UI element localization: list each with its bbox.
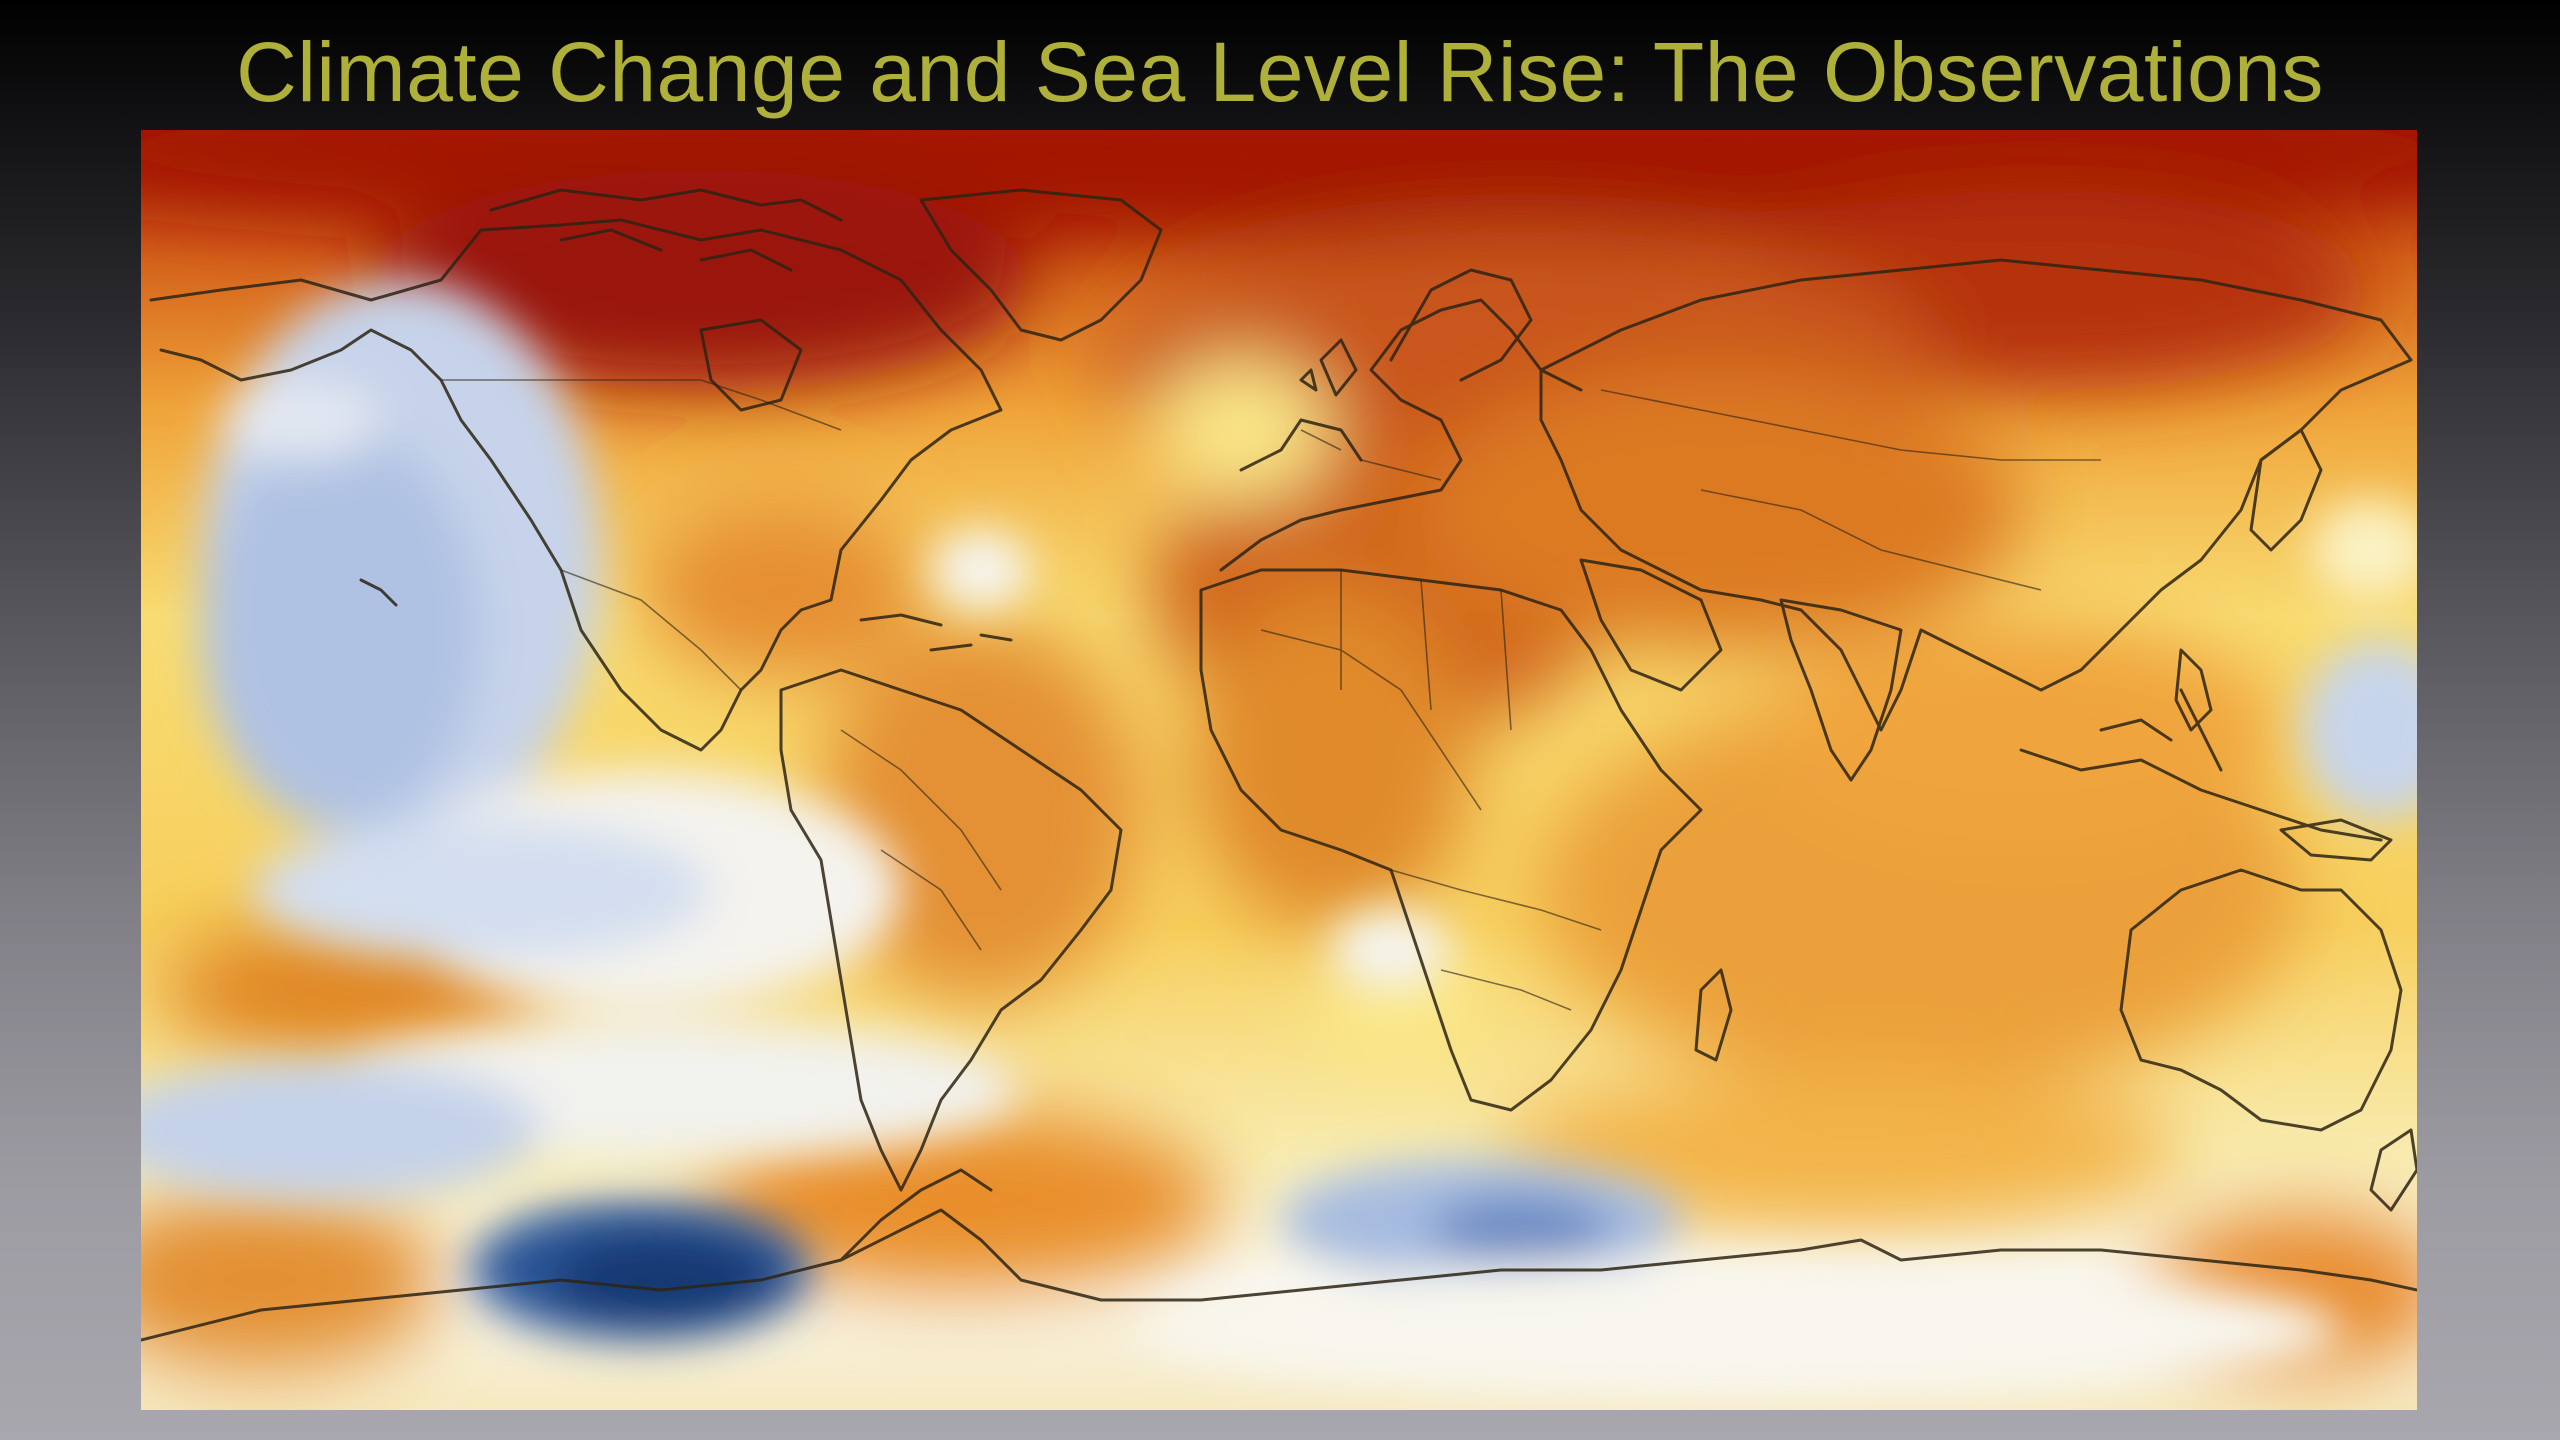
coastlines: [141, 188, 2417, 1342]
madagascar-outline: [1694, 968, 1733, 1062]
country-borders: [441, 379, 2101, 1011]
antarctic-peninsula: [839, 1168, 993, 1262]
slide-title: Climate Change and Sea Level Rise: The O…: [236, 25, 2324, 119]
asia-outline: [1539, 258, 2413, 732]
map-svg: [141, 130, 2417, 1410]
british-isles: [1299, 338, 1358, 397]
anomaly-field: [141, 130, 2417, 1370]
temperature-anomaly-map: [141, 130, 2417, 1410]
hudson-bay-outline: [699, 318, 803, 412]
europe-outline: [1219, 298, 1583, 572]
caribbean-islands: [859, 613, 1013, 652]
antarctica-outline: [141, 1208, 2417, 1342]
africa-outline: [1199, 568, 1703, 1112]
hawaii-islands: [359, 578, 398, 607]
arabian-peninsula: [1579, 558, 1723, 692]
philippines-outline: [2174, 648, 2213, 732]
australia-outline: [2119, 868, 2403, 1132]
greenland-outline: [919, 188, 1163, 342]
southeast-asia-islands: [2019, 688, 2383, 842]
canadian-arctic-islands: [489, 188, 843, 272]
scandinavia-outline: [1389, 268, 1533, 382]
new-guinea-outline: [2279, 818, 2393, 862]
india-outline: [1779, 598, 1903, 782]
cold-anomaly-field: [141, 280, 2417, 1400]
north-america-outline: [149, 218, 1003, 752]
japan-outline: [2249, 428, 2323, 552]
south-america-outline: [779, 668, 1123, 1192]
new-zealand-outline: [2369, 1128, 2417, 1212]
